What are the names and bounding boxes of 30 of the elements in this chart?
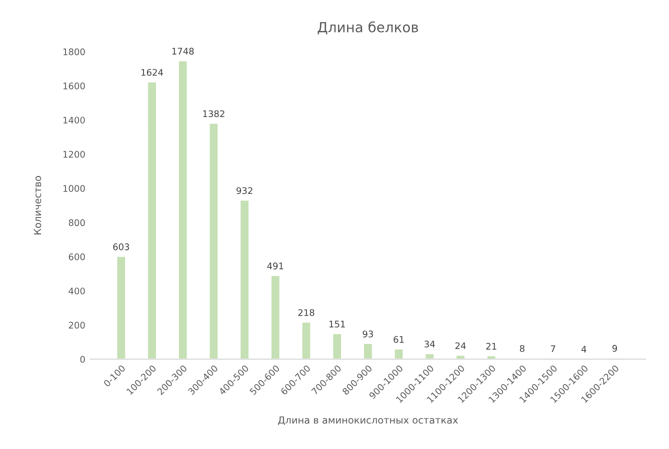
data-label: 9 — [612, 344, 617, 352]
y-axis-title: Количество — [34, 176, 42, 234]
y-tick-label: 1400 — [63, 116, 85, 124]
y-tick-label: 1200 — [63, 150, 85, 158]
y-tick-label: 1800 — [63, 48, 85, 56]
data-label: 21 — [486, 342, 496, 350]
data-label: 491 — [267, 262, 284, 270]
y-tick-label: 200 — [68, 322, 85, 329]
data-label: 8 — [520, 345, 524, 352]
data-label: 603 — [113, 243, 130, 250]
data-label: 218 — [298, 309, 314, 316]
data-label: 34 — [424, 340, 435, 348]
y-tick-label: 1000 — [63, 185, 85, 192]
data-label: 61 — [394, 336, 404, 343]
data-label: 7 — [550, 345, 556, 352]
y-tick-label: 1600 — [63, 82, 85, 90]
data-label: 1624 — [142, 68, 163, 76]
y-tick-label: 0 — [80, 356, 85, 363]
data-label: 24 — [455, 342, 466, 350]
chart-title: Длина белков — [318, 21, 418, 34]
y-tick-label: 400 — [68, 288, 85, 294]
x-axis-title: Длина в аминокислотных остатках — [278, 416, 458, 426]
data-label: 1382 — [203, 110, 224, 118]
data-label: 151 — [329, 320, 345, 328]
y-tick-label: 800 — [68, 219, 85, 226]
y-tick-label: 600 — [68, 253, 85, 260]
data-label: 93 — [362, 330, 373, 338]
data-label: 4 — [581, 346, 586, 352]
data-label: 932 — [236, 187, 252, 194]
data-label: 1748 — [172, 48, 194, 55]
